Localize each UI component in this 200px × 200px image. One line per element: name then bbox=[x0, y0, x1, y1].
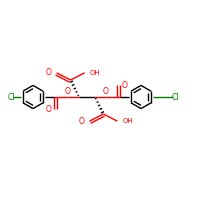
Text: Cl: Cl bbox=[171, 92, 179, 102]
Text: O: O bbox=[46, 68, 51, 77]
Text: OH: OH bbox=[90, 70, 100, 76]
Text: O: O bbox=[46, 104, 52, 114]
Text: OH: OH bbox=[123, 118, 133, 124]
Text: O: O bbox=[78, 117, 84, 126]
Text: O: O bbox=[122, 81, 128, 90]
Text: O: O bbox=[103, 88, 109, 97]
Text: Cl: Cl bbox=[8, 92, 15, 102]
Text: O: O bbox=[65, 88, 71, 97]
